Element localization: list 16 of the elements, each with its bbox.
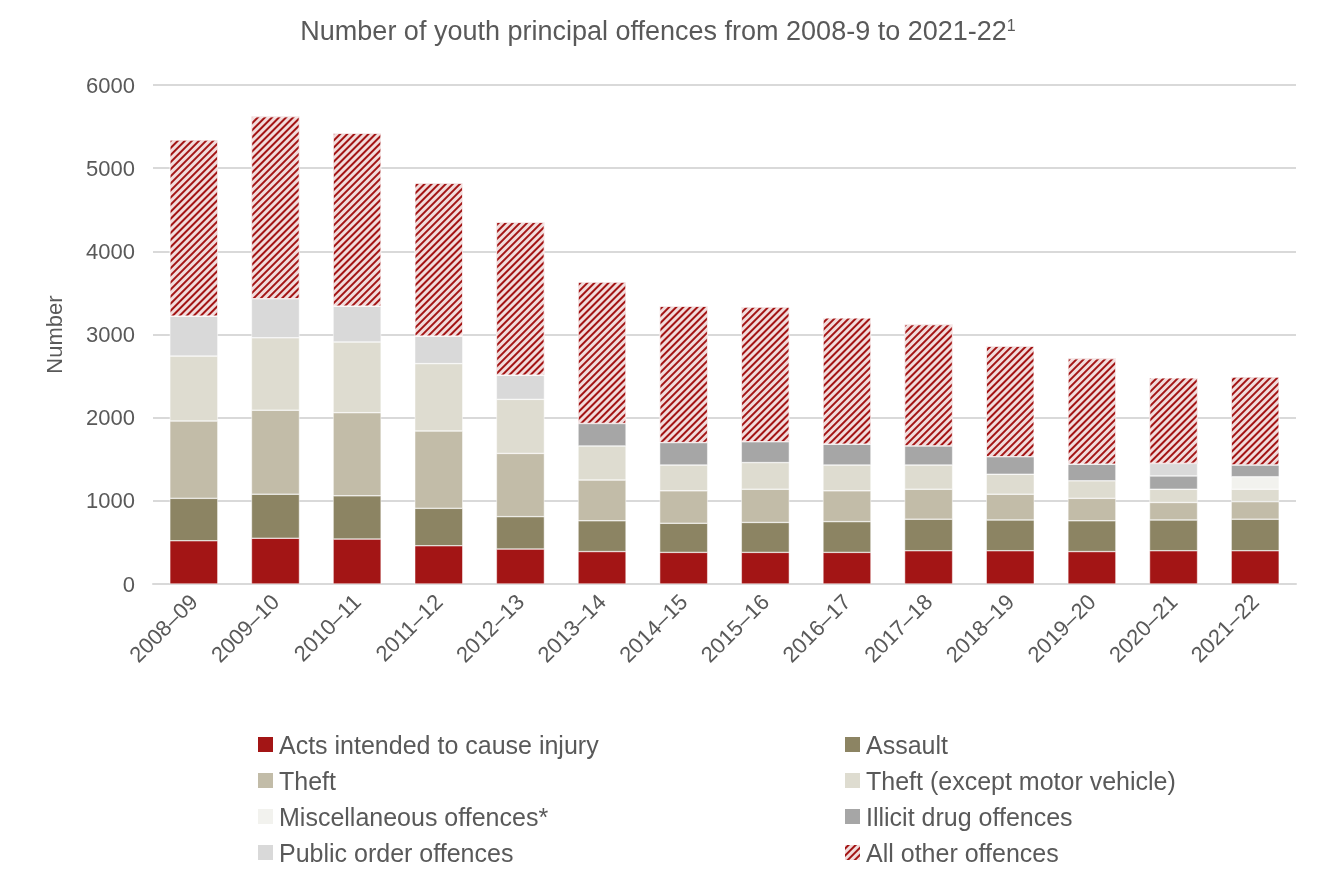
legend-label: Illicit drug offences (866, 802, 1073, 831)
legend-label: Miscellaneous offences* (279, 802, 549, 831)
legend-label: Theft (279, 766, 337, 795)
legend-label: Acts intended to cause injury (279, 730, 600, 759)
y-tick-label: 2000 (86, 405, 135, 431)
y-tick-label: 1000 (86, 488, 135, 514)
legend-label: Assault (866, 730, 949, 759)
y-tick-label: 3000 (86, 322, 135, 347)
y-tick-label: 4000 (86, 238, 135, 264)
y-axis-title: Number (41, 295, 67, 374)
legend-label: Theft (except motor vehicle) (866, 766, 1176, 795)
legend-label: All other offences (866, 838, 1059, 867)
legend-label: Public order offences (279, 838, 514, 867)
y-tick-label: 0 (122, 571, 135, 597)
y-tick-label: 5000 (86, 155, 135, 181)
y-tick-label: 6000 (86, 72, 135, 98)
